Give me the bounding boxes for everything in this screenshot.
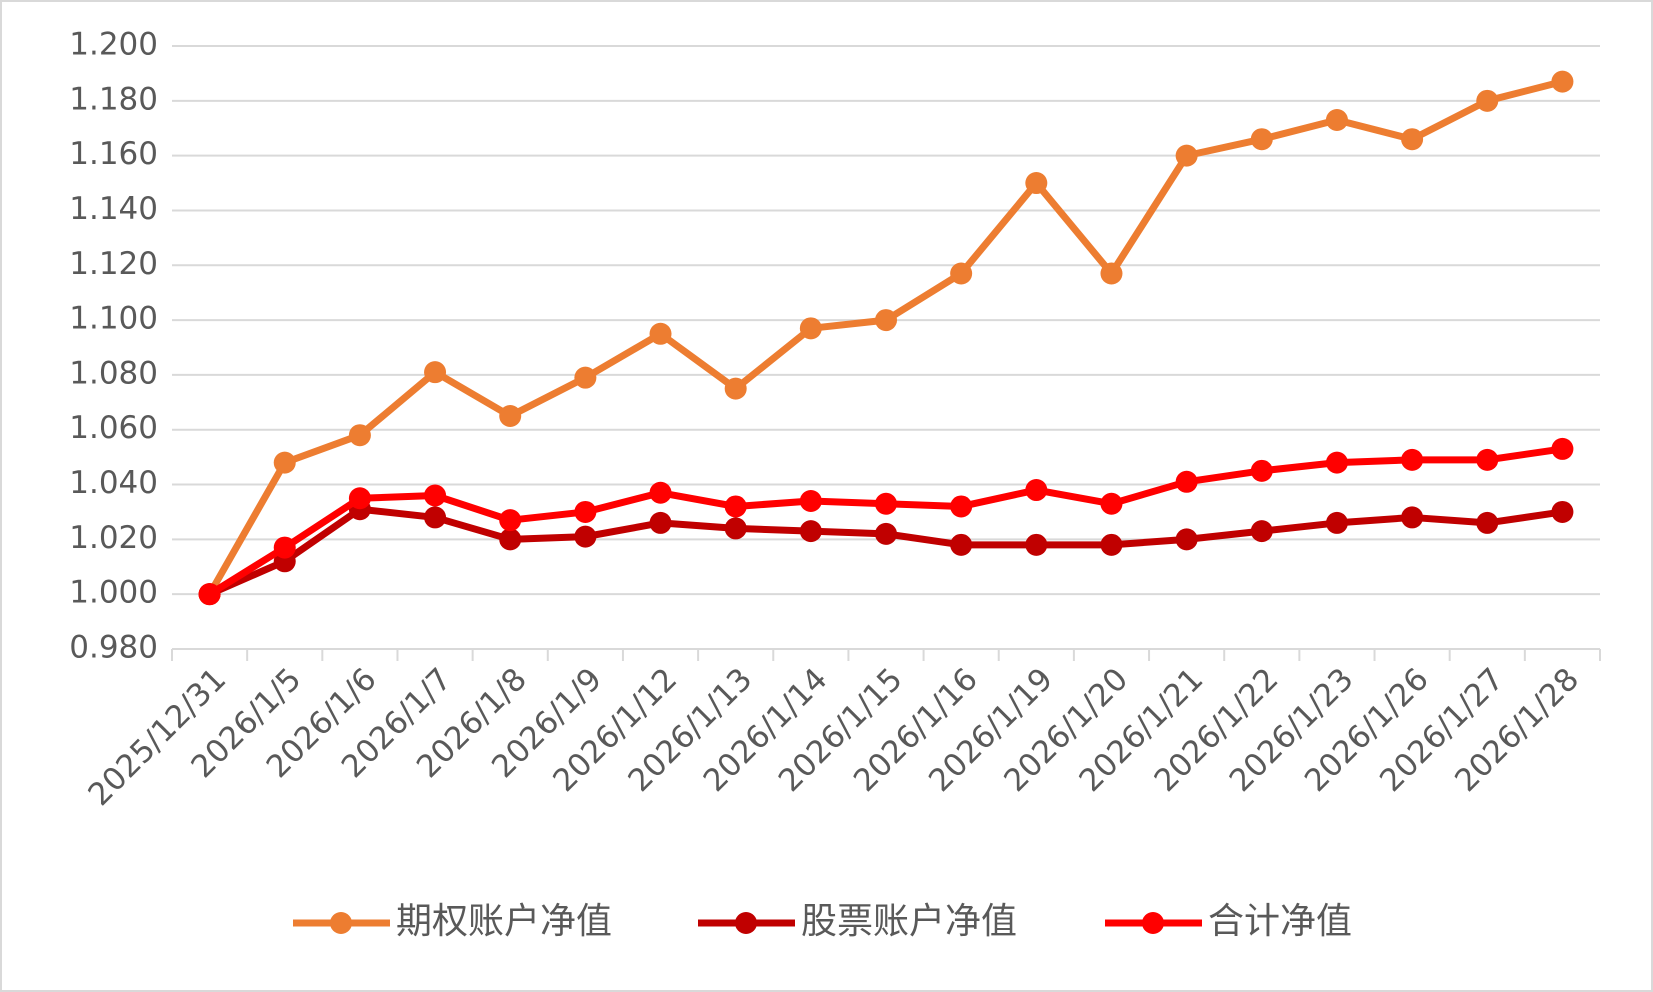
data-point: [724, 377, 747, 400]
data-point: [1175, 528, 1198, 551]
legend-marker: [735, 912, 757, 934]
data-point: [1325, 451, 1348, 474]
legend-marker: [330, 912, 352, 934]
data-point: [649, 322, 672, 345]
data-point: [1250, 128, 1273, 151]
data-point: [1551, 500, 1574, 523]
data-point: [348, 487, 371, 510]
y-tick-label: 1.120: [69, 246, 158, 282]
data-point: [1401, 128, 1424, 151]
data-point: [649, 511, 672, 534]
legend-marker: [1142, 912, 1164, 934]
y-tick-label: 1.140: [69, 191, 158, 227]
data-point: [499, 509, 522, 532]
data-point: [1025, 533, 1048, 556]
y-tick-label: 0.980: [69, 630, 158, 666]
y-tick-label: 1.200: [69, 27, 158, 63]
data-point: [875, 522, 897, 545]
data-point: [574, 366, 597, 389]
data-point: [273, 451, 296, 474]
data-point: [1551, 437, 1574, 460]
data-point: [574, 500, 597, 523]
data-point: [799, 489, 822, 512]
data-point: [424, 506, 447, 529]
data-point: [1476, 511, 1499, 534]
data-point: [950, 495, 973, 518]
data-point: [574, 525, 597, 548]
legend-label: 股票账户净值: [801, 901, 1017, 942]
y-tick-label: 1.160: [69, 136, 158, 172]
data-point: [950, 262, 973, 285]
y-tick-label: 1.040: [69, 465, 158, 501]
data-point: [1476, 89, 1499, 112]
legend-label: 期权账户净值: [396, 901, 612, 942]
data-point: [273, 536, 296, 559]
data-point: [1250, 459, 1273, 482]
data-point: [1025, 479, 1048, 502]
data-point: [1325, 109, 1348, 132]
y-tick-label: 1.080: [69, 355, 158, 391]
data-point: [1325, 511, 1348, 534]
data-point: [1100, 262, 1123, 285]
data-point: [424, 361, 447, 384]
y-tick-label: 1.180: [69, 81, 158, 117]
data-point: [1175, 144, 1198, 167]
y-tick-label: 1.020: [69, 520, 158, 556]
data-point: [1401, 448, 1424, 471]
data-point: [348, 424, 371, 447]
data-point: [499, 405, 522, 428]
data-point: [1100, 492, 1123, 515]
data-point: [1551, 70, 1574, 93]
data-point: [198, 583, 221, 606]
data-point: [1175, 470, 1198, 493]
data-point: [799, 520, 822, 543]
data-point: [1025, 172, 1048, 195]
data-point: [1401, 506, 1424, 529]
data-point: [499, 528, 522, 551]
data-point: [424, 484, 447, 507]
y-tick-label: 1.000: [69, 575, 158, 611]
data-point: [1476, 448, 1499, 471]
data-point: [950, 533, 973, 556]
legend-label: 合计净值: [1208, 901, 1352, 942]
y-tick-label: 1.100: [69, 301, 158, 337]
data-point: [875, 492, 897, 515]
data-point: [649, 481, 672, 504]
y-tick-label: 1.060: [69, 410, 158, 446]
data-point: [724, 495, 747, 518]
data-point: [799, 317, 822, 340]
data-point: [1100, 533, 1123, 556]
data-point: [875, 309, 897, 332]
data-point: [1250, 520, 1273, 543]
data-point: [724, 517, 747, 540]
